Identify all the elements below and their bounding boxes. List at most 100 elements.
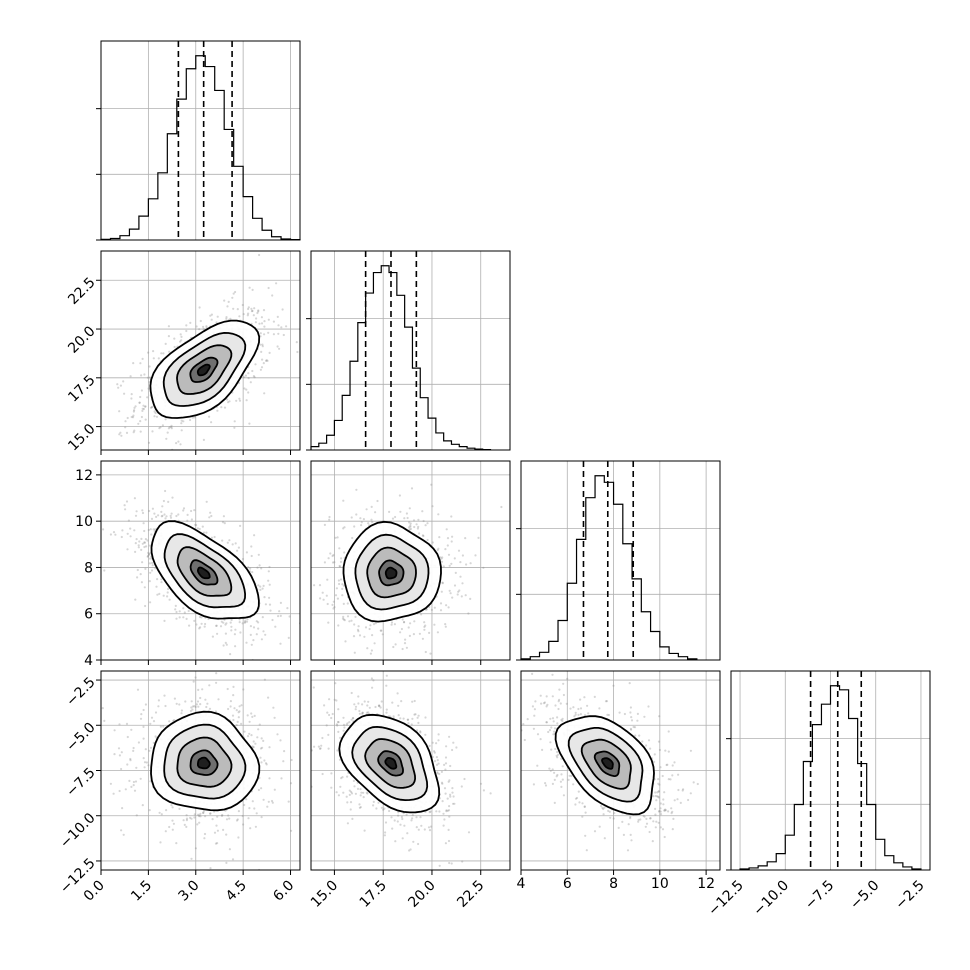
sample-point xyxy=(268,777,271,780)
sample-point xyxy=(593,830,597,833)
sample-point xyxy=(147,764,150,767)
sample-point xyxy=(223,522,226,525)
sample-point xyxy=(235,399,238,402)
sample-point xyxy=(148,553,151,556)
sample-point xyxy=(185,329,188,333)
sample-point xyxy=(385,684,388,687)
sample-point xyxy=(451,791,454,794)
sample-point xyxy=(368,706,371,709)
sample-point xyxy=(656,791,659,794)
sample-point xyxy=(327,557,330,560)
sample-point xyxy=(133,429,136,432)
sample-point xyxy=(437,547,440,550)
sample-point xyxy=(119,384,122,387)
sample-point xyxy=(298,624,300,626)
sample-point xyxy=(482,789,485,792)
sample-point xyxy=(183,611,186,614)
sample-point xyxy=(276,345,279,348)
sample-point xyxy=(601,806,604,810)
sample-point xyxy=(613,812,616,815)
sample-point xyxy=(215,624,218,627)
sample-point xyxy=(202,811,205,814)
sample-point xyxy=(120,829,123,832)
sample-point xyxy=(339,736,342,740)
contour-line xyxy=(342,520,442,623)
sample-point xyxy=(161,505,164,508)
sample-point xyxy=(391,517,395,520)
contour-line xyxy=(162,331,247,407)
sample-point xyxy=(430,483,433,486)
sample-point xyxy=(185,825,188,829)
sample-point xyxy=(149,528,152,531)
sample-point xyxy=(328,713,331,717)
sample-point xyxy=(426,522,429,525)
sample-point xyxy=(152,350,155,353)
sample-point xyxy=(450,862,453,865)
sample-point xyxy=(282,333,285,337)
sample-point xyxy=(133,406,136,409)
sample-point xyxy=(558,688,561,691)
sample-point xyxy=(574,797,578,800)
sample-point xyxy=(144,538,147,541)
sample-point xyxy=(258,253,261,257)
contour-line xyxy=(189,749,219,776)
sample-point xyxy=(203,837,206,840)
sample-point xyxy=(404,638,407,641)
density-fill xyxy=(197,364,210,376)
sample-point xyxy=(118,754,121,757)
sample-point xyxy=(279,601,282,605)
sample-point xyxy=(361,711,364,715)
sample-point xyxy=(372,623,376,626)
sample-point xyxy=(126,735,129,739)
sample-point xyxy=(366,704,369,707)
sample-point xyxy=(439,602,443,605)
sample-point xyxy=(141,409,144,412)
sample-point xyxy=(444,623,447,626)
sample-point xyxy=(423,828,426,831)
histogram-panel-2 xyxy=(516,460,721,661)
sample-point xyxy=(358,634,362,637)
sample-point xyxy=(308,625,310,627)
sample-point xyxy=(267,331,270,334)
sample-point xyxy=(226,541,229,544)
sample-point xyxy=(417,714,420,717)
sample-point xyxy=(109,533,112,536)
sample-point xyxy=(442,565,445,568)
sample-point xyxy=(113,753,116,756)
sample-point xyxy=(225,818,229,821)
sample-point xyxy=(224,632,227,635)
sample-point xyxy=(342,716,345,719)
contour-line xyxy=(377,750,404,777)
sample-point xyxy=(670,807,673,810)
sample-point xyxy=(203,832,207,836)
sample-point xyxy=(659,766,662,769)
sample-point xyxy=(320,744,323,747)
sample-point xyxy=(144,405,147,408)
sample-point xyxy=(354,705,358,708)
sample-point xyxy=(240,704,243,707)
sample-point xyxy=(241,814,244,818)
sample-point xyxy=(429,810,432,813)
sample-point xyxy=(402,621,406,624)
sample-point xyxy=(200,616,203,619)
sample-point xyxy=(116,383,119,386)
sample-point xyxy=(342,618,345,621)
sample-point xyxy=(271,801,274,804)
sample-point xyxy=(249,567,252,570)
sample-point xyxy=(676,798,679,801)
sample-point xyxy=(114,533,117,536)
sample-point xyxy=(290,758,293,762)
sample-point xyxy=(260,316,263,319)
sample-point xyxy=(405,646,408,649)
sample-point xyxy=(385,711,388,714)
sample-point xyxy=(394,840,397,843)
sample-point xyxy=(445,810,448,813)
sample-point xyxy=(246,314,249,317)
sample-point xyxy=(139,777,142,780)
sample-point xyxy=(256,736,259,739)
sample-point xyxy=(211,818,214,821)
sample-point xyxy=(112,792,115,795)
sample-point xyxy=(554,747,557,751)
sample-point xyxy=(335,587,338,590)
scatter-panel-1-0 xyxy=(96,250,301,455)
